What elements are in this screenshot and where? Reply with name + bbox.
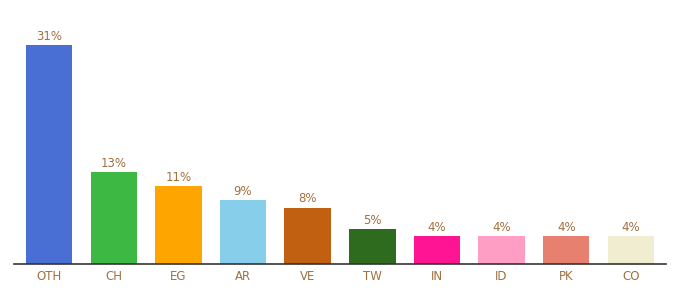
Bar: [543, 236, 590, 264]
Text: 9%: 9%: [234, 185, 252, 198]
Text: 31%: 31%: [36, 30, 62, 43]
Text: 4%: 4%: [622, 220, 640, 234]
Bar: [155, 186, 202, 264]
Bar: [26, 45, 72, 264]
Bar: [220, 200, 267, 264]
Bar: [349, 229, 396, 264]
Text: 4%: 4%: [428, 220, 446, 234]
Bar: [478, 236, 525, 264]
Bar: [90, 172, 137, 264]
Bar: [413, 236, 460, 264]
Bar: [284, 208, 331, 264]
Text: 5%: 5%: [363, 214, 381, 226]
Bar: [608, 236, 654, 264]
Text: 4%: 4%: [557, 220, 575, 234]
Text: 8%: 8%: [299, 192, 317, 206]
Text: 13%: 13%: [101, 157, 126, 170]
Text: 4%: 4%: [492, 220, 511, 234]
Text: 11%: 11%: [165, 171, 192, 184]
